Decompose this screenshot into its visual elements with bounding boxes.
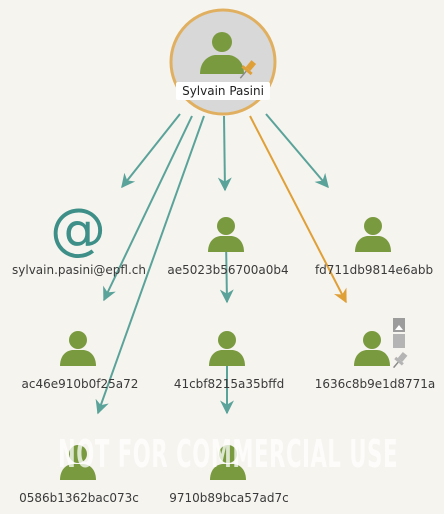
- person-icon: [200, 32, 244, 74]
- edge-root-n6: [95, 115, 205, 415]
- root-label: Sylvain Pasini: [182, 84, 264, 98]
- node-label: sylvain.pasini@epfl.ch: [12, 263, 146, 277]
- node-n7[interactable]: 9710b89bca57ad7c: [169, 445, 289, 505]
- node-label: fd711db9814e6abb: [315, 263, 433, 277]
- node-label: 9710b89bca57ad7c: [169, 491, 288, 505]
- at-icon: @: [50, 197, 106, 262]
- edge-root-email: [121, 113, 181, 189]
- node-label: ae5023b56700a0b4: [167, 263, 288, 277]
- person-icon: [60, 331, 96, 366]
- node-n2[interactable]: fd711db9814e6abb: [315, 217, 433, 277]
- node-label: 0586b1362bac073c: [19, 491, 139, 505]
- edge-root-n2: [265, 113, 329, 189]
- edge-root-n1: [217, 115, 232, 192]
- node-n5[interactable]: 1636c8b9e1d8771a: [315, 318, 436, 391]
- node-n4[interactable]: 41cbf8215a35bffd: [174, 331, 284, 391]
- person-icon: [354, 331, 390, 366]
- node-label: 1636c8b9e1d8771a: [315, 377, 436, 391]
- person-icon: [208, 217, 244, 252]
- pin-icon: [239, 60, 257, 79]
- expand-collapse-icon[interactable]: [393, 318, 405, 348]
- node-n6[interactable]: 0586b1362bac073c: [19, 445, 139, 505]
- person-icon: [355, 217, 391, 252]
- node-n3[interactable]: ac46e910b0f25a72: [22, 331, 139, 391]
- watermark: NOT FOR COMMERCIAL USE: [58, 432, 398, 476]
- root-node[interactable]: Sylvain Pasini: [169, 8, 277, 116]
- node-email[interactable]: @ sylvain.pasini@epfl.ch: [12, 197, 146, 277]
- node-n1[interactable]: ae5023b56700a0b4: [167, 217, 289, 277]
- node-label: 41cbf8215a35bffd: [174, 377, 284, 391]
- edge-root-n3: [103, 115, 193, 302]
- node-label: ac46e910b0f25a72: [22, 377, 139, 391]
- pin-icon: [392, 351, 408, 369]
- edge-root-n5: [249, 115, 347, 304]
- person-icon: [209, 331, 245, 366]
- edges: [95, 113, 347, 415]
